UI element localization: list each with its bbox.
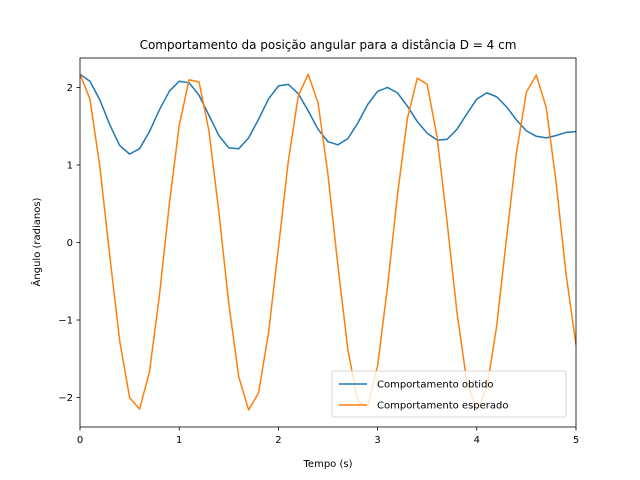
x-tick-label: 3: [374, 435, 380, 446]
x-tick-label: 5: [573, 435, 579, 446]
y-tick-label: 2: [67, 83, 73, 94]
y-tick-label: 0: [67, 238, 73, 249]
x-tick-label: 4: [474, 435, 480, 446]
y-tick-label: −1: [58, 316, 73, 327]
legend: Comportamento obtido Comportamento espera…: [331, 370, 567, 418]
series-line-2: [79, 73, 577, 412]
y-axis-label: Ângulo (radianos): [30, 197, 43, 286]
x-axis-label: Tempo (s): [303, 459, 353, 470]
y-tick-label: −2: [58, 393, 73, 404]
plot-area: [79, 73, 577, 412]
x-tick-label: 0: [77, 435, 83, 446]
chart-title: Comportamento da posição angular para a …: [140, 38, 517, 52]
axes: 0 1 2 3 4 5 −2 −1 0 1 2: [58, 57, 579, 446]
legend-label-2: Comportamento esperado: [377, 401, 508, 412]
y-tick-label: 1: [67, 160, 73, 171]
series-line-1: [79, 73, 577, 155]
legend-label-1: Comportamento obtido: [377, 380, 494, 391]
legend-box: [331, 370, 567, 418]
x-tick-label: 2: [275, 435, 281, 446]
x-tick-label: 1: [176, 435, 182, 446]
